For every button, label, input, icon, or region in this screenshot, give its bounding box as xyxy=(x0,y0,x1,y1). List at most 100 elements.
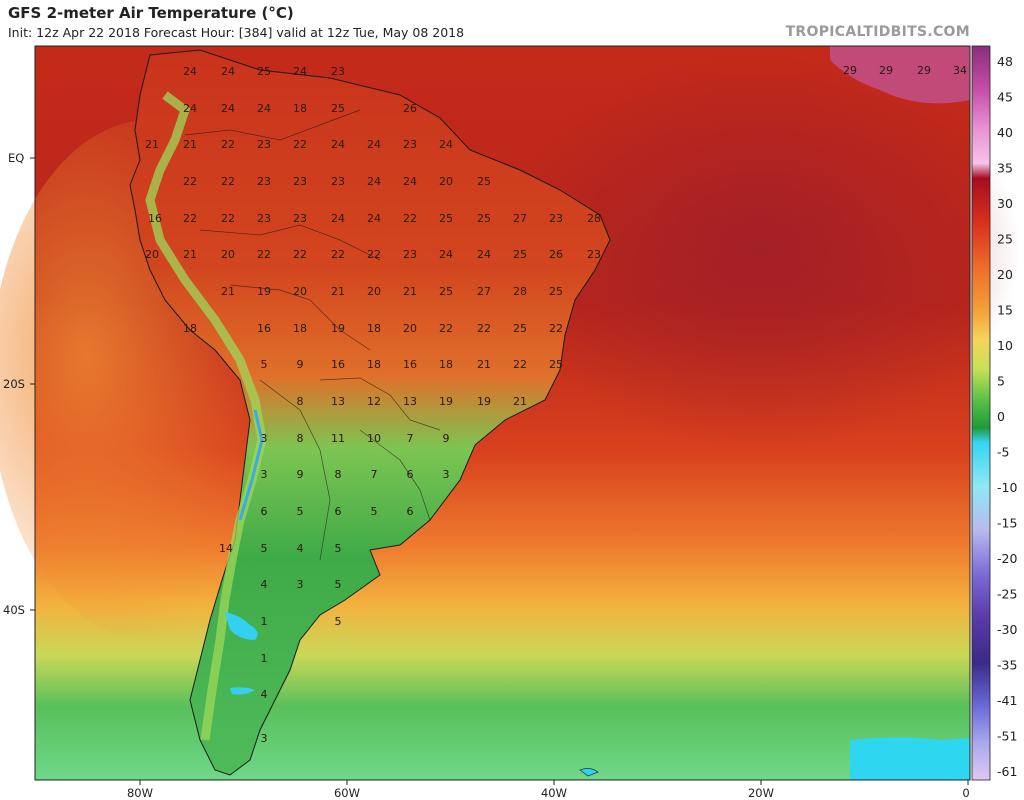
temperature-value: 25 xyxy=(477,175,491,188)
temperature-value: 20 xyxy=(293,285,307,298)
temperature-value: 4 xyxy=(261,688,268,701)
lat-tick-20s: 20S xyxy=(3,377,25,391)
temperature-value: 22 xyxy=(257,248,271,261)
temperature-value: 6 xyxy=(261,505,268,518)
lon-tick-40w: 40W xyxy=(541,786,567,800)
temperature-value: 24 xyxy=(439,138,453,151)
temperature-value: 25 xyxy=(439,212,453,225)
temperature-value: 3 xyxy=(297,578,304,591)
temperature-value: 24 xyxy=(403,175,417,188)
temperature-value: 25 xyxy=(439,285,453,298)
colorbar-label: 48 xyxy=(997,54,1013,69)
temperature-value: 16 xyxy=(403,358,417,371)
temperature-value: 23 xyxy=(257,175,271,188)
temperature-value: 16 xyxy=(257,322,271,335)
temperature-value: 22 xyxy=(221,175,235,188)
temperature-value: 22 xyxy=(183,175,197,188)
temperature-value: 34 xyxy=(953,64,967,77)
temperature-value: 22 xyxy=(331,248,345,261)
temperature-value: 5 xyxy=(261,542,268,555)
temperature-value: 6 xyxy=(335,505,342,518)
latitude-axis: EQ 20S 40S xyxy=(3,151,35,617)
patagonia-ice-field xyxy=(225,612,258,640)
colorbar-label: -10 xyxy=(997,480,1017,495)
temperature-value: 22 xyxy=(477,322,491,335)
temperature-value: 25 xyxy=(549,358,563,371)
temperature-value: 18 xyxy=(439,358,453,371)
colorbar-label: -30 xyxy=(997,622,1017,637)
temperature-value: 20 xyxy=(403,322,417,335)
temperature-value: 20 xyxy=(439,175,453,188)
colorbar-label: 25 xyxy=(997,232,1013,247)
lon-tick-20w: 20W xyxy=(748,786,774,800)
temperature-value: 28 xyxy=(513,285,527,298)
temperature-value: 23 xyxy=(293,212,307,225)
colorbar-label: -35 xyxy=(997,658,1017,673)
temperature-value: 24 xyxy=(439,248,453,261)
temperature-value: 18 xyxy=(367,322,381,335)
colorbar-label: -15 xyxy=(997,516,1017,531)
temperature-value: 6 xyxy=(407,468,414,481)
temperature-value: 20 xyxy=(221,248,235,261)
lon-tick-60w: 60W xyxy=(334,786,360,800)
colorbar-label: 35 xyxy=(997,161,1013,176)
temperature-value: 3 xyxy=(261,732,268,745)
andes-cold-line xyxy=(238,409,264,521)
temperature-value: 23 xyxy=(331,175,345,188)
temperature-value: 25 xyxy=(331,102,345,115)
colorbar-label: -41 xyxy=(997,693,1017,708)
lat-tick-eq: EQ xyxy=(8,151,24,165)
temperature-value: 28 xyxy=(587,212,601,225)
temperature-value: 18 xyxy=(293,322,307,335)
temperature-value: 22 xyxy=(221,212,235,225)
africa-hot-region xyxy=(830,46,970,104)
temperature-value: 22 xyxy=(403,212,417,225)
temperature-value: 21 xyxy=(221,285,235,298)
temperature-value: 3 xyxy=(261,432,268,445)
temperature-value: 18 xyxy=(293,102,307,115)
temperature-value: 27 xyxy=(477,285,491,298)
temperature-value: 29 xyxy=(843,64,857,77)
temperature-value: 21 xyxy=(477,358,491,371)
temperature-value: 13 xyxy=(403,395,417,408)
temperature-value: 23 xyxy=(293,175,307,188)
temperature-value: 24 xyxy=(367,138,381,151)
temperature-value: 12 xyxy=(367,395,381,408)
temperature-value: 27 xyxy=(513,212,527,225)
temperature-value: 25 xyxy=(513,322,527,335)
temperature-value: 24 xyxy=(367,212,381,225)
temperature-value: 5 xyxy=(297,505,304,518)
temperature-value: 25 xyxy=(477,212,491,225)
temperature-value: 26 xyxy=(403,102,417,115)
country-borders xyxy=(184,109,441,561)
temperature-value: 16 xyxy=(148,212,162,225)
colorbar xyxy=(971,45,991,781)
colorbar-label: 20 xyxy=(997,267,1013,282)
cold-southeast-patch xyxy=(850,737,970,780)
colorbar-label: 40 xyxy=(997,125,1013,140)
temperature-value: 23 xyxy=(403,248,417,261)
brand-watermark: TROPICALTIDBITS.COM xyxy=(785,24,970,40)
temperature-value: 14 xyxy=(219,542,233,555)
temperature-value: 7 xyxy=(371,468,378,481)
colorbar-label: 30 xyxy=(997,196,1013,211)
south-america-land xyxy=(129,49,611,776)
temperature-value: 16 xyxy=(331,358,345,371)
temperature-value: 22 xyxy=(439,322,453,335)
colorbar-label: -5 xyxy=(997,445,1009,460)
colorbar-label: 45 xyxy=(997,90,1013,105)
temperature-value: 24 xyxy=(183,65,197,78)
temperature-value: 3 xyxy=(261,468,268,481)
temperature-value: 10 xyxy=(367,432,381,445)
temperature-value: 22 xyxy=(293,248,307,261)
temperature-value: 29 xyxy=(879,64,893,77)
temperature-value: 24 xyxy=(367,175,381,188)
temperature-value: 6 xyxy=(407,505,414,518)
temperature-value: 21 xyxy=(331,285,345,298)
colorbar-label: 10 xyxy=(997,338,1013,353)
temperature-value: 3 xyxy=(443,468,450,481)
temperature-value: 19 xyxy=(331,322,345,335)
temperature-value: 20 xyxy=(367,285,381,298)
